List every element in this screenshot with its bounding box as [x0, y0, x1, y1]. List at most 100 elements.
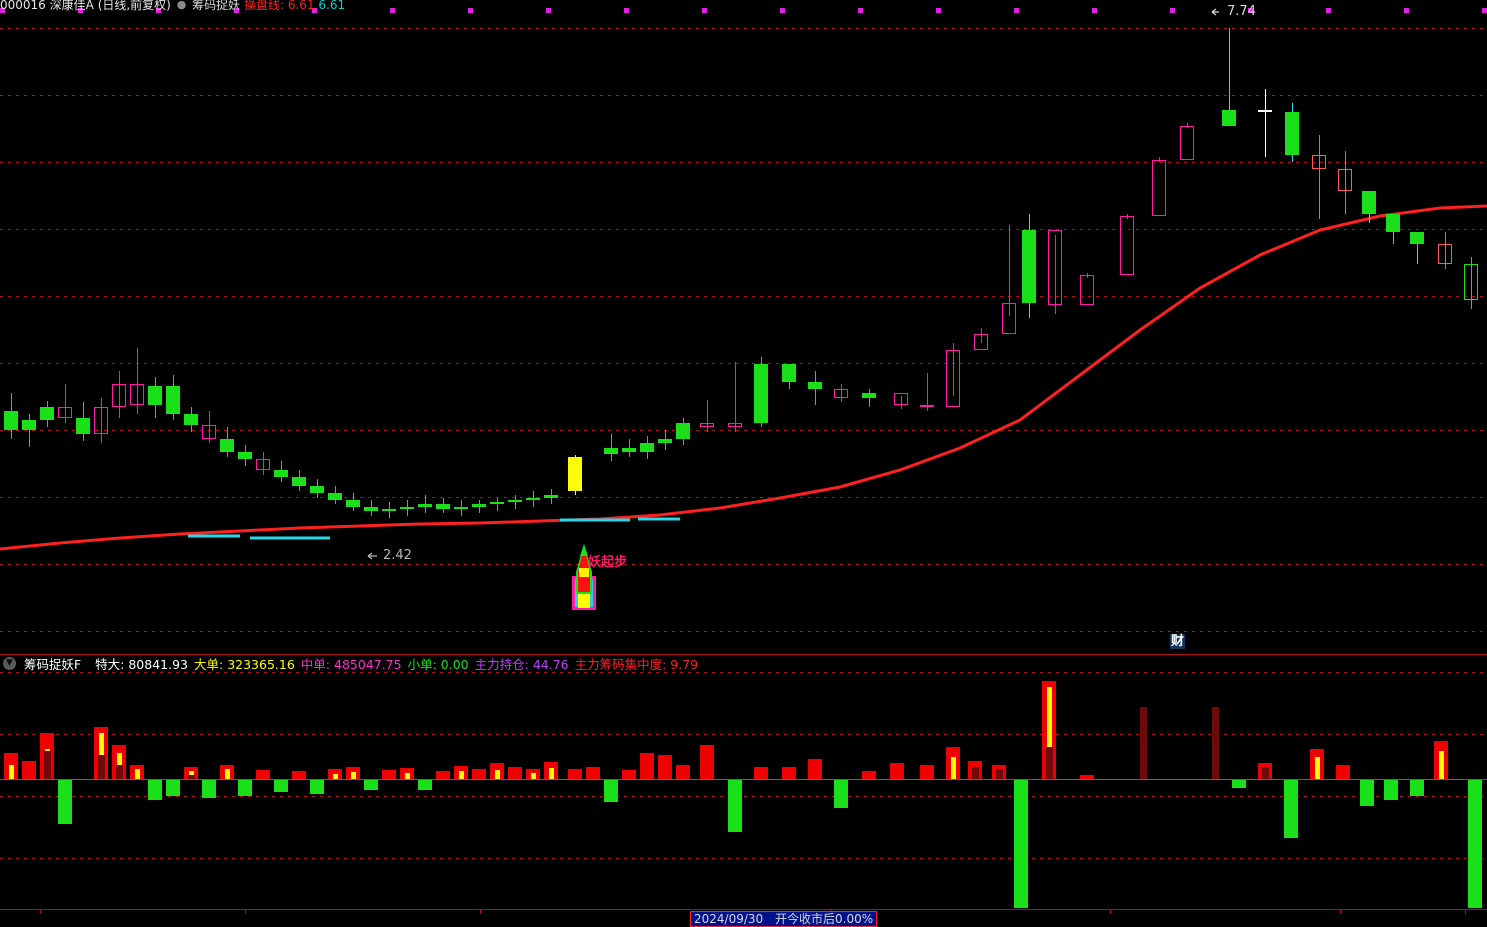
chevron-down-icon[interactable]: ▼ [3, 657, 16, 670]
candle-body [76, 418, 90, 435]
volume-bar-inner [98, 755, 105, 779]
candle-body [400, 506, 414, 509]
chart-period: (日线,前复权) [97, 0, 171, 12]
volume-bar-up [1080, 775, 1094, 779]
candle-wick [1417, 232, 1418, 264]
volume-bar-up [920, 765, 934, 779]
top-marker-dots [0, 8, 1487, 13]
gridline [0, 858, 1487, 859]
candle-wick [29, 413, 30, 447]
axis-tick [1110, 910, 1111, 914]
volume-bar-up [22, 761, 36, 779]
volume-bar-up [292, 771, 306, 779]
volume-bar-down [728, 780, 742, 832]
gridline [0, 363, 1487, 364]
candle-body [754, 363, 768, 423]
volume-bar-down [1284, 780, 1298, 838]
collapse-icon[interactable]: ● [176, 0, 187, 11]
candle-wick [209, 411, 210, 444]
candle-body [202, 425, 216, 439]
volume-bar-core [9, 765, 14, 779]
candle-body [1222, 109, 1236, 126]
gridline [0, 734, 1487, 735]
volume-bar-up [508, 767, 522, 779]
volume-bar-core [495, 770, 500, 779]
volume-bar-up [808, 759, 822, 779]
volume-bar-up [436, 771, 450, 779]
gridline [0, 229, 1487, 230]
metric-value: 323365.16 [223, 657, 295, 672]
status-date: 2024/09/30 [694, 912, 764, 926]
candle-body [700, 422, 714, 428]
candle-body [676, 422, 690, 439]
volume-bar-up [782, 767, 796, 779]
volume-bar-up [754, 767, 768, 779]
volume-bar-down [1468, 780, 1482, 908]
axis-tick [245, 910, 246, 914]
volume-bar-down [1360, 780, 1374, 806]
metric-label: 小单: [407, 657, 437, 672]
price-chart-pane[interactable]: 7.74 2.42 妖起步 财 [0, 0, 1487, 650]
candle-wick [1127, 214, 1128, 219]
metric-value: 0.00 [436, 657, 469, 672]
candle-wick [841, 384, 842, 403]
candle-body [1180, 125, 1194, 160]
operate-line-value-2: 6.61 [318, 0, 346, 12]
volume-bar-down [364, 780, 378, 790]
candle-wick [101, 397, 102, 444]
volume-bar-core [135, 769, 140, 779]
candle-body [184, 413, 198, 425]
candle-wick [611, 434, 612, 462]
candle-body [1258, 109, 1272, 113]
candle-body [604, 447, 618, 455]
volume-bar-down [166, 780, 180, 796]
gridline [0, 564, 1487, 565]
volume-bar-up [586, 767, 600, 779]
metric-label: 特大: [95, 657, 125, 672]
candle-body [472, 504, 486, 507]
gridline [0, 28, 1487, 29]
volume-bar-core [459, 771, 464, 779]
candle-wick [901, 395, 902, 410]
volume-bar-core [351, 772, 356, 779]
volume-bar-down [58, 780, 72, 824]
volume-bar-down [202, 780, 216, 798]
volume-bar-core [333, 774, 338, 779]
candle-body [22, 420, 36, 430]
volume-bar-up [568, 769, 582, 779]
candle-body [238, 452, 252, 460]
gridline [0, 95, 1487, 96]
volume-bar-up [256, 770, 270, 779]
candle-wick [425, 495, 426, 514]
volume-bar-core [1439, 751, 1444, 779]
candle-body [1022, 229, 1036, 303]
candle-body [130, 384, 144, 405]
volume-bar-inner [1046, 747, 1053, 779]
candle-body [490, 502, 504, 505]
volume-bar-inner [116, 765, 123, 779]
volume-bar-down [310, 780, 324, 794]
candle-body [782, 363, 796, 382]
candle-body [328, 493, 342, 500]
candle-wick [515, 495, 516, 509]
volume-bar-core [549, 768, 554, 779]
candle-body [1002, 302, 1016, 335]
candle-body [166, 386, 180, 414]
gridline [0, 796, 1487, 797]
volume-bar-down [834, 780, 848, 808]
candle-body [1438, 243, 1452, 264]
candle-body [112, 384, 126, 407]
candle-wick [119, 370, 120, 419]
candle-body [1386, 214, 1400, 233]
candle-body [974, 334, 988, 351]
indicator-header-bar[interactable]: ▼ 筹码捉妖F 特大: 80841.93 大单: 323365.16 中单: 485… [0, 655, 1487, 672]
volume-bar-core [951, 757, 956, 779]
candle-wick [137, 347, 138, 414]
chip-indicator-pane[interactable] [0, 672, 1487, 908]
volume-bar-core [1047, 687, 1052, 779]
candle-body [568, 456, 582, 491]
gridline [0, 497, 1487, 498]
volume-bar-up [658, 755, 672, 779]
candle-body [1152, 159, 1166, 217]
candle-body [274, 470, 288, 478]
